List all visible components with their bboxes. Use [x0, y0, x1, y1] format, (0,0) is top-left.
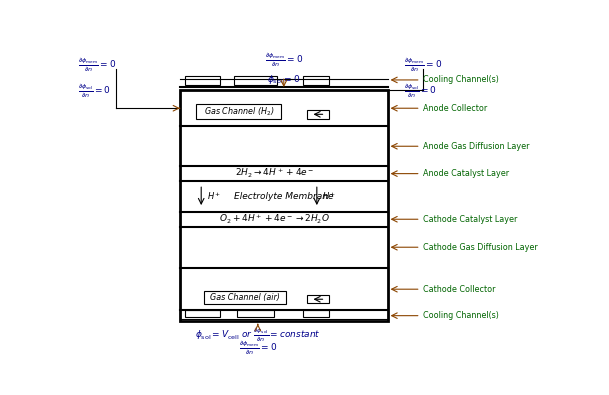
Bar: [197, 104, 281, 119]
Bar: [303, 310, 329, 318]
Text: $\frac{\partial\phi_\mathrm{mem}}{\partial n}$$= 0$: $\frac{\partial\phi_\mathrm{mem}}{\parti…: [404, 56, 442, 74]
Text: Electrolyte Membrane: Electrolyte Membrane: [234, 192, 334, 201]
Text: $\phi_\mathrm{sol}=V_\mathrm{cell}$ or $\frac{\partial\phi_\mathrm{sol}}{\partia: $\phi_\mathrm{sol}=V_\mathrm{cell}$ or $…: [195, 327, 321, 344]
Text: $\phi_\mathrm{sol}= 0$: $\phi_\mathrm{sol}= 0$: [267, 73, 300, 86]
Bar: [308, 110, 329, 119]
Text: Gas Channel ($H_2$): Gas Channel ($H_2$): [204, 105, 274, 118]
Text: $\frac{\partial\phi_\mathrm{mem}}{\partial n}$$= 0$: $\frac{\partial\phi_\mathrm{mem}}{\parti…: [79, 56, 117, 74]
Text: $\frac{\partial\phi_\mathrm{mem}}{\partial n}= 0$: $\frac{\partial\phi_\mathrm{mem}}{\parti…: [239, 340, 277, 357]
Text: Gas Channel (air): Gas Channel (air): [210, 293, 280, 302]
Text: $O_2 + 4H^+ + 4e^- \rightarrow 2H_2O$: $O_2 + 4H^+ + 4e^- \rightarrow 2H_2O$: [219, 213, 329, 226]
Bar: [303, 76, 329, 85]
Text: H$^+$: H$^+$: [207, 190, 221, 202]
Text: Cooling Channel(s): Cooling Channel(s): [423, 75, 499, 85]
Text: Cathode Gas Diffusion Layer: Cathode Gas Diffusion Layer: [423, 243, 538, 252]
Text: $\frac{\partial\phi_\mathrm{mem}}{\partial n}= 0$: $\frac{\partial\phi_\mathrm{mem}}{\parti…: [265, 52, 303, 69]
Text: Anode Catalyst Layer: Anode Catalyst Layer: [423, 169, 509, 178]
Text: Anode Gas Diffusion Layer: Anode Gas Diffusion Layer: [423, 142, 530, 151]
Bar: [203, 291, 286, 305]
Text: Cooling Channel(s): Cooling Channel(s): [423, 311, 499, 320]
Bar: [180, 90, 388, 321]
Text: Cathode Collector: Cathode Collector: [423, 285, 496, 294]
Text: $\frac{\partial\phi_\mathrm{sol}}{\partial n}$$= 0$: $\frac{\partial\phi_\mathrm{sol}}{\parti…: [404, 83, 437, 100]
Bar: [234, 76, 276, 85]
Bar: [236, 310, 274, 318]
Bar: [185, 76, 220, 85]
Text: $\frac{\partial\phi_\mathrm{sol}}{\partial n}$$= 0$: $\frac{\partial\phi_\mathrm{sol}}{\parti…: [79, 83, 111, 100]
Text: Anode Collector: Anode Collector: [423, 104, 487, 113]
Bar: [185, 310, 220, 318]
Text: H$^+$: H$^+$: [323, 190, 336, 202]
Bar: [308, 295, 329, 303]
Text: $2H_2 \rightarrow 4H^+ + 4e^-$: $2H_2 \rightarrow 4H^+ + 4e^-$: [234, 167, 314, 180]
Text: Cathode Catalyst Layer: Cathode Catalyst Layer: [423, 215, 518, 224]
